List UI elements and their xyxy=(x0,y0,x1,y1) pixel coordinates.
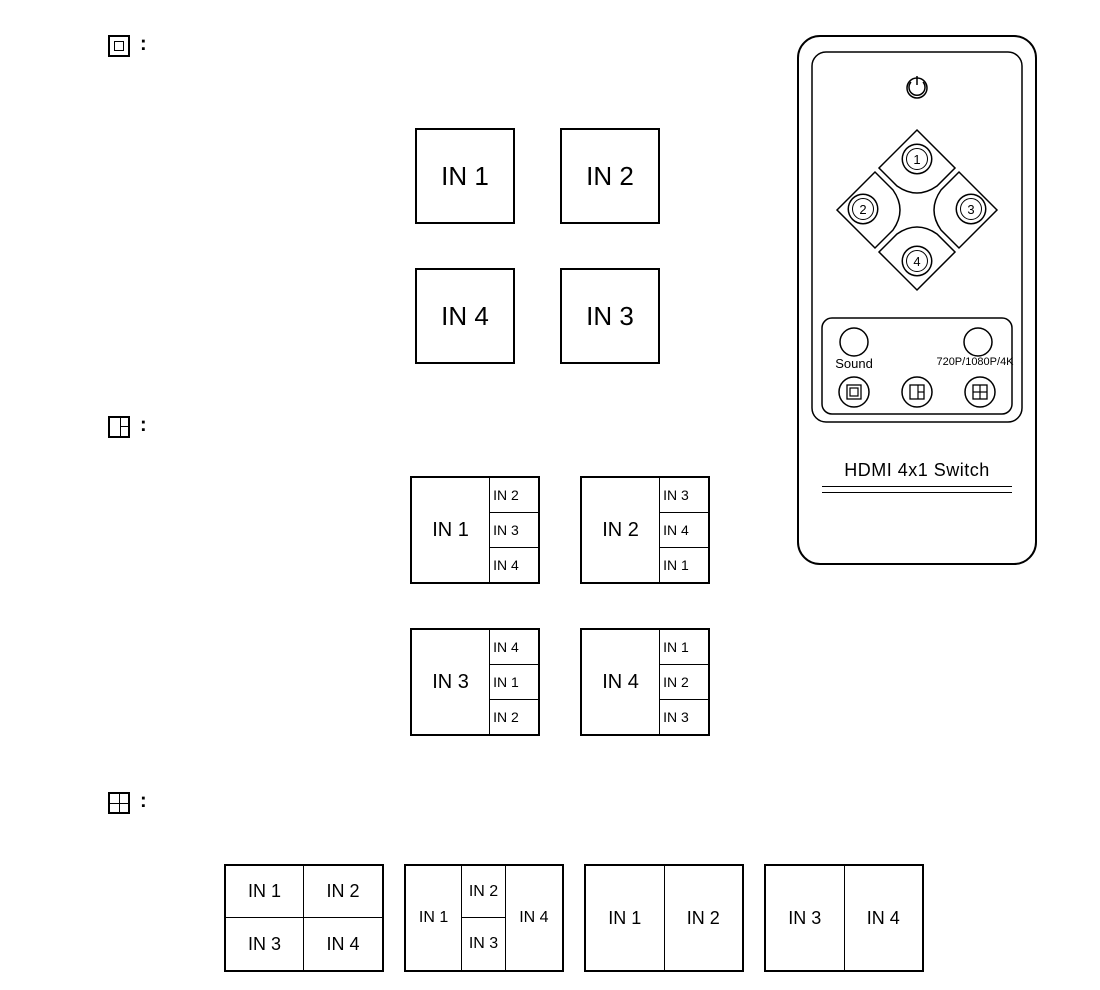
mode2-icon-main xyxy=(110,418,121,436)
mode2-unit-4-sub-2: IN 2 xyxy=(660,665,708,700)
remote-btn-3-label: 3 xyxy=(967,202,974,217)
mode2-unit-3-sub-2: IN 1 xyxy=(490,665,538,700)
mode2-unit-4-sub-3: IN 3 xyxy=(660,700,708,734)
mode3-variant-b: IN 1IN 2IN 4IN 3 xyxy=(404,864,564,972)
mode2-unit-1-subcol: IN 2IN 3IN 4 xyxy=(490,478,538,582)
mode3-half-2-r: IN 4 xyxy=(845,866,923,970)
remote-control: 1 2 3 4 Sound 720P/1080P/4K HDMI 4x1 Swi… xyxy=(792,30,1042,570)
remote-btn-1[interactable]: 1 xyxy=(906,148,928,170)
mode2-unit-1-sub-1: IN 2 xyxy=(490,478,538,513)
mode3-half-1-l: IN 1 xyxy=(586,866,665,970)
mode1-box-2: IN 2 xyxy=(560,128,660,224)
mode2-icon xyxy=(108,416,130,438)
remote-sound-label: Sound xyxy=(824,356,884,371)
mode1-colon: : xyxy=(140,33,147,56)
mode2-unit-1-main: IN 1 xyxy=(412,478,490,582)
mode2-unit-4-subcol: IN 1IN 2IN 3 xyxy=(660,630,708,734)
mode2-unit-3: IN 3IN 4IN 1IN 2 xyxy=(410,628,540,736)
mode2-unit-3-main: IN 3 xyxy=(412,630,490,734)
mode3-colon: : xyxy=(140,790,147,813)
mode3-quad: IN 1IN 2IN 3IN 4 xyxy=(224,864,384,972)
mode3-half-2: IN 3IN 4 xyxy=(764,864,924,972)
remote-btn-4[interactable]: 4 xyxy=(906,250,928,272)
mode3-b-midtop: IN 2 xyxy=(462,866,506,918)
mode2-unit-2-main: IN 2 xyxy=(582,478,660,582)
mode3-icon-v xyxy=(119,794,120,812)
remote-btn-3[interactable]: 3 xyxy=(960,198,982,220)
mode2-unit-2-sub-3: IN 1 xyxy=(660,548,708,582)
mode3-quad-cell-1: IN 1 xyxy=(226,866,304,918)
mode3-b-left: IN 1 xyxy=(406,866,462,970)
mode2-unit-3-sub-3: IN 2 xyxy=(490,700,538,734)
mode3-b-midbot: IN 3 xyxy=(462,918,506,970)
mode2-unit-1-sub-2: IN 3 xyxy=(490,513,538,548)
mode3-b-right: IN 4 xyxy=(506,866,562,970)
mode2-unit-4-main: IN 4 xyxy=(582,630,660,734)
mode3-half-1-r: IN 2 xyxy=(665,866,743,970)
mode2-unit-2-sub-2: IN 4 xyxy=(660,513,708,548)
mode2-unit-2-subcol: IN 3IN 4IN 1 xyxy=(660,478,708,582)
mode3-half-1: IN 1IN 2 xyxy=(584,864,744,972)
remote-btn-1-label: 1 xyxy=(913,152,920,167)
remote-title: HDMI 4x1 Switch xyxy=(792,460,1042,481)
mode2-unit-4-sub-1: IN 1 xyxy=(660,630,708,665)
remote-btn-2[interactable]: 2 xyxy=(852,198,874,220)
mode3-half-2-l: IN 3 xyxy=(766,866,845,970)
mode2-icon-sub xyxy=(121,418,128,427)
mode2-unit-2: IN 2IN 3IN 4IN 1 xyxy=(580,476,710,584)
mode1-box-1: IN 1 xyxy=(415,128,515,224)
remote-res-label: 720P/1080P/4K xyxy=(920,356,1030,368)
mode2-unit-4: IN 4IN 1IN 2IN 3 xyxy=(580,628,710,736)
mode3-icon xyxy=(108,792,130,814)
mode3-quad-cell-4: IN 4 xyxy=(304,918,382,970)
remote-underline-1 xyxy=(822,486,1012,487)
mode2-unit-3-subcol: IN 4IN 1IN 2 xyxy=(490,630,538,734)
remote-btn-4-label: 4 xyxy=(913,254,920,269)
mode2-colon: : xyxy=(140,414,147,437)
mode2-unit-1: IN 1IN 2IN 3IN 4 xyxy=(410,476,540,584)
mode2-unit-2-sub-1: IN 3 xyxy=(660,478,708,513)
mode1-box-3: IN 4 xyxy=(415,268,515,364)
mode3-quad-cell-2: IN 2 xyxy=(304,866,382,918)
mode3-quad-cell-3: IN 3 xyxy=(226,918,304,970)
mode2-unit-3-sub-1: IN 4 xyxy=(490,630,538,665)
mode1-box-4: IN 3 xyxy=(560,268,660,364)
remote-outline xyxy=(792,30,1042,570)
mode1-icon xyxy=(108,35,130,57)
mode1-icon-inner xyxy=(114,41,124,51)
mode2-unit-1-sub-3: IN 4 xyxy=(490,548,538,582)
remote-btn-2-label: 2 xyxy=(859,202,866,217)
remote-underline-2 xyxy=(822,492,1012,493)
